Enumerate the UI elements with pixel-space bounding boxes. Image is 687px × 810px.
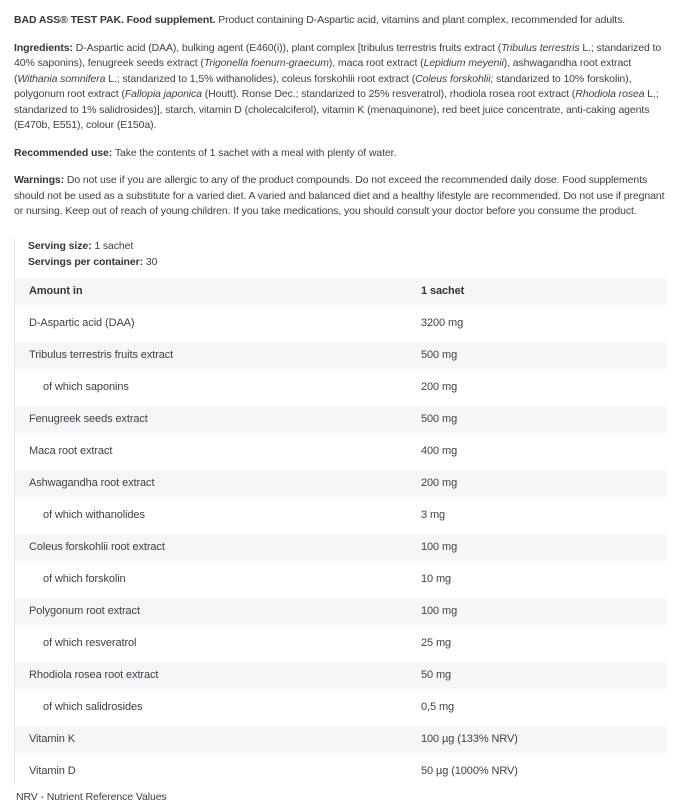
table-row-value: 100 mg [421,541,458,553]
ingredient-latin-name: Coleus forskohlii; [415,72,494,85]
ingredient-latin-name: Tribulus terrestris [501,41,580,54]
table-row: Vitamin D 50 µg (1000% NRV) [15,758,667,785]
product-intro-text: Product containing D-Aspartic acid, vita… [215,14,626,26]
table-row-value: 100 µg (133% NRV) [421,733,518,745]
table-row: of which forskolin 10 mg [15,566,667,593]
table-row: Polygonum root extract 100 mg [15,597,667,625]
table-row-name: of which resveratrol [43,637,137,649]
ingredients-text-segment: L.; standarized to 1,5% withanolides), c… [105,72,416,85]
ingredients-text-segment: ), maca root extract ( [328,57,424,69]
ingredients-text-segment: standarized to 10% forskolin), polygonum… [14,72,632,101]
table-header-amount: Amount in [29,285,83,297]
serving-info: Serving size: 1 sachet Servings per cont… [15,238,668,270]
table-row-name: Ashwagandha root extract [29,477,155,489]
nrv-footnote: NRV - Nutrient Reference Values [16,790,167,803]
product-intro-paragraph: BAD ASS® TEST PAK. Food supplement. Prod… [14,13,670,29]
table-row-name: Vitamin K [29,733,75,745]
warnings-label: Warnings: [14,174,65,186]
table-row-value: 25 mg [421,637,452,649]
table-row-name: of which saponins [43,381,129,393]
table-row-value: 10 mg [421,573,452,585]
table-row-name: Maca root extract [29,445,113,457]
table-row: Rhodiola rosea root extract 50 mg [15,661,667,689]
table-row-value: 50 µg (1000% NRV) [421,765,518,777]
table-row-value: 500 mg [421,413,458,425]
table-row: of which salidrosides 0,5 mg [15,694,667,721]
warnings-paragraph: Warnings: Do not use if you are allergic… [14,173,670,220]
serving-size-label: Serving size: [28,239,92,252]
ingredients-paragraph: Ingredients: D-Aspartic acid (DAA), bulk… [14,41,670,134]
table-row-name: D-Aspartic acid (DAA) [29,317,135,329]
table-row-name: Polygonum root extract [29,605,140,617]
table-row-name: Fenugreek seeds extract [29,413,148,425]
table-row: Vitamin K 100 µg (133% NRV) [15,725,667,753]
nutrition-facts-section: Serving size: 1 sachet Servings per cont… [14,237,668,785]
serving-size-line: Serving size: 1 sachet [28,238,668,254]
ingredients-text-segment: L.; standarized to 40% saponins), fenugr… [14,41,662,70]
ingredient-latin-name: Fallopia japonica [124,88,202,100]
table-row: Coleus forskohlii root extract 100 mg [15,533,667,561]
recommended-use-paragraph: Recommended use: Take the contents of 1 … [14,146,670,162]
ingredient-latin-name: Lepidium meyenii [423,57,504,69]
table-row-value: 3200 mg [421,317,464,329]
ingredient-latin-name: Withania somnifera [17,72,106,85]
table-row-value: 500 mg [421,349,458,361]
table-row-name: of which withanolides [43,509,145,521]
servings-per-container-line: Servings per container: 30 [28,254,668,270]
recommended-use-label: Recommended use: [14,146,113,159]
table-row-name: of which forskolin [43,573,126,585]
table-row: of which withanolides 3 mg [15,502,667,529]
table-row: D-Aspartic acid (DAA) 3200 mg [15,310,667,337]
table-row-value: 200 mg [421,381,458,393]
table-row-value: 400 mg [421,445,458,457]
table-row: Maca root extract 400 mg [15,438,667,465]
serving-size-value: 1 sachet [94,239,134,252]
recommended-use-text: Take the contents of 1 sachet with a mea… [112,146,397,159]
table-row-value: 200 mg [421,477,458,489]
ingredients-text-segment: ), ashwagandha root extract ( [14,57,632,85]
table-row-value: 50 mg [421,669,452,681]
table-header-sachet: 1 sachet [421,285,465,297]
ingredients-text: D-Aspartic acid (DAA), bulking agent (E4… [14,42,661,132]
table-row: of which saponins 200 mg [15,374,667,401]
table-row-name: of which salidrosides [43,701,143,713]
ingredients-label: Ingredients: [14,41,73,54]
table-row-name: Tribulus terrestris fruits extract [29,349,174,361]
table-row: Tribulus terrestris fruits extract 500 mg [15,341,667,369]
table-row-name: Vitamin D [29,765,76,777]
ingredients-text-segment: (Houtt). Ronse Dec.; standarized to 25% … [201,88,576,100]
ingredients-text-segment: L.; standarized to 1% salidrosides)], st… [14,88,659,131]
table-row-value: 3 mg [421,509,446,521]
ingredient-latin-name: Trigonella foenum-graecum [203,57,329,69]
warnings-text: Do not use if you are allergic to any of… [14,174,665,217]
table-header-row: Amount in 1 sachet [15,277,667,305]
table-row-value: 100 mg [421,605,458,617]
table-row-name: Rhodiola rosea root extract [29,669,159,681]
ingredient-latin-name: Rhodiola rosea [575,88,645,100]
table-row-name: Coleus forskohlii root extract [29,541,165,553]
table-row-value: 0,5 mg [421,701,455,713]
servings-per-container-label: Servings per container: [28,255,143,268]
amounts-table: Amount in 1 sachet D-Aspartic acid (DAA)… [15,277,667,785]
table-row: Ashwagandha root extract 200 mg [15,469,667,497]
table-row: Fenugreek seeds extract 500 mg [15,405,667,433]
product-title: BAD ASS® TEST PAK. Food supplement. [14,14,216,26]
servings-per-container-value: 30 [145,255,158,268]
table-row: of which resveratrol 25 mg [15,630,667,657]
ingredients-text-segment: D-Aspartic acid (DAA), bulking agent (E4… [72,41,502,54]
